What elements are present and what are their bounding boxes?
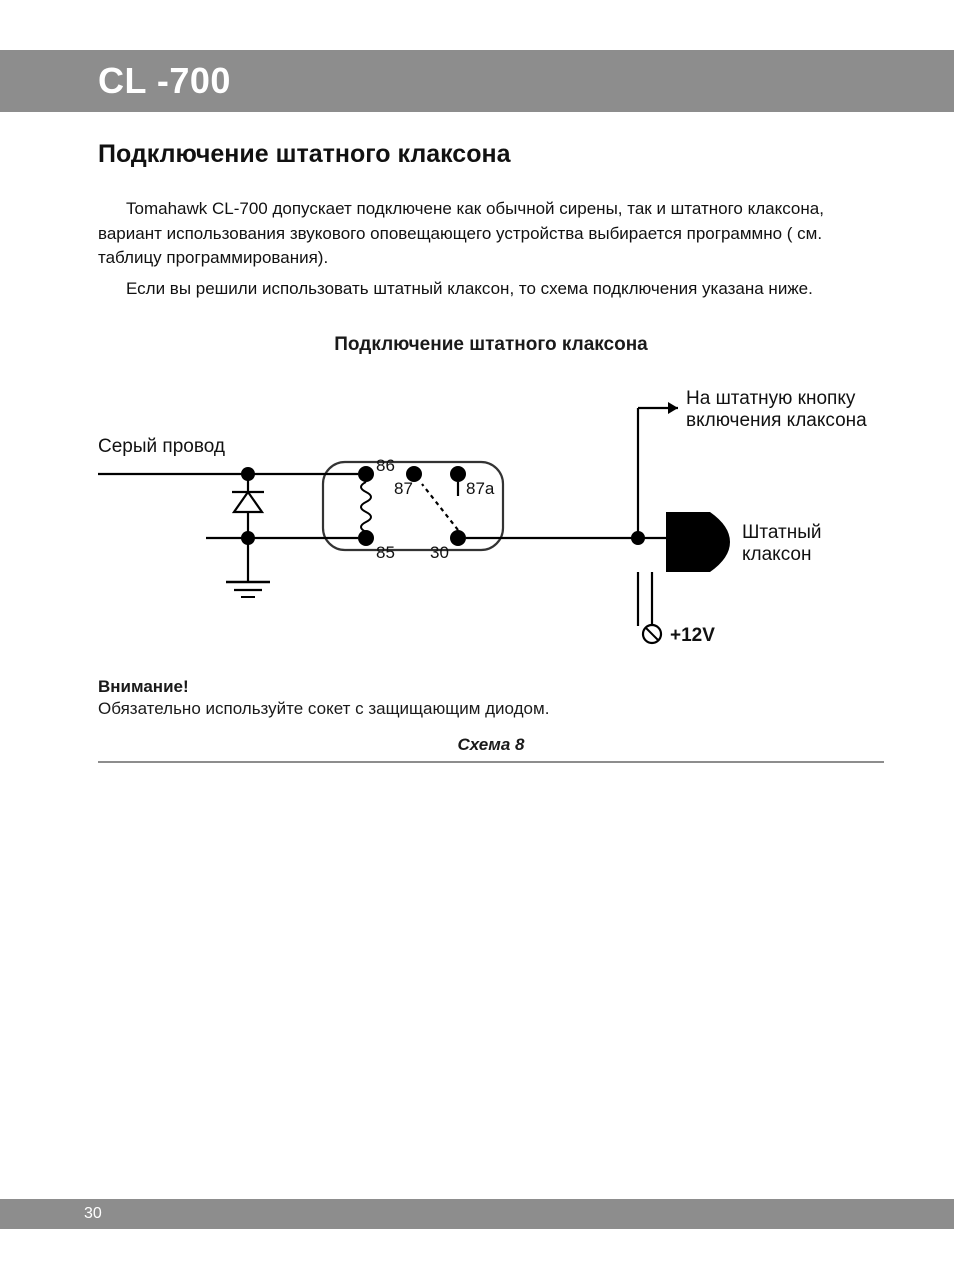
page: CL -700 Подключение штатного клаксона To…	[0, 0, 954, 1261]
header-band: CL -700	[0, 50, 954, 112]
label-12v: +12V	[670, 625, 715, 646]
paragraph-1: Tomahawk CL-700 допускает подключене как…	[98, 197, 884, 271]
diagram-title: Подключение штатного клаксона	[98, 334, 884, 356]
terminal-85	[358, 530, 374, 546]
relay-coil	[361, 482, 371, 532]
paragraph-2: Если вы решили использовать штатный клак…	[98, 277, 884, 302]
attention-heading: Внимание!	[98, 677, 884, 697]
terminal-87a	[450, 466, 466, 482]
pin-label-86: 86	[376, 456, 395, 475]
model-title: CL -700	[98, 60, 231, 102]
page-number: 30	[84, 1205, 102, 1223]
wiring-diagram: 86 87 87a 85 30 Серый провод	[98, 366, 884, 671]
divider	[98, 761, 884, 763]
pin-label-85: 85	[376, 543, 395, 562]
terminal-86	[358, 466, 374, 482]
pin-label-87a: 87a	[466, 479, 495, 498]
relay-switch-arm	[422, 484, 458, 530]
attention-text: Обязательно используйте сокет с защищающ…	[98, 699, 884, 719]
label-to-button-line1: На штатную кнопку	[686, 388, 856, 409]
label-to-button-line2: включения клаксона	[686, 410, 867, 431]
wiring-diagram-svg: 86 87 87a 85 30 Серый провод	[98, 366, 888, 666]
content-area: Подключение штатного клаксона Tomahawk C…	[98, 140, 884, 763]
terminal-30	[450, 530, 466, 546]
arrowhead-to-button	[668, 402, 678, 414]
figure-caption: Схема 8	[98, 735, 884, 755]
pin-label-87: 87	[394, 479, 413, 498]
label-grey-wire: Серый провод	[98, 436, 225, 457]
diode-triangle	[234, 492, 262, 512]
horn-shape	[666, 512, 730, 572]
label-horn-line1: Штатный	[742, 522, 822, 543]
footer-band: 30	[0, 1199, 954, 1229]
section-title: Подключение штатного клаксона	[98, 140, 884, 169]
pin-label-30: 30	[430, 543, 449, 562]
label-horn-line2: клаксон	[742, 544, 811, 565]
